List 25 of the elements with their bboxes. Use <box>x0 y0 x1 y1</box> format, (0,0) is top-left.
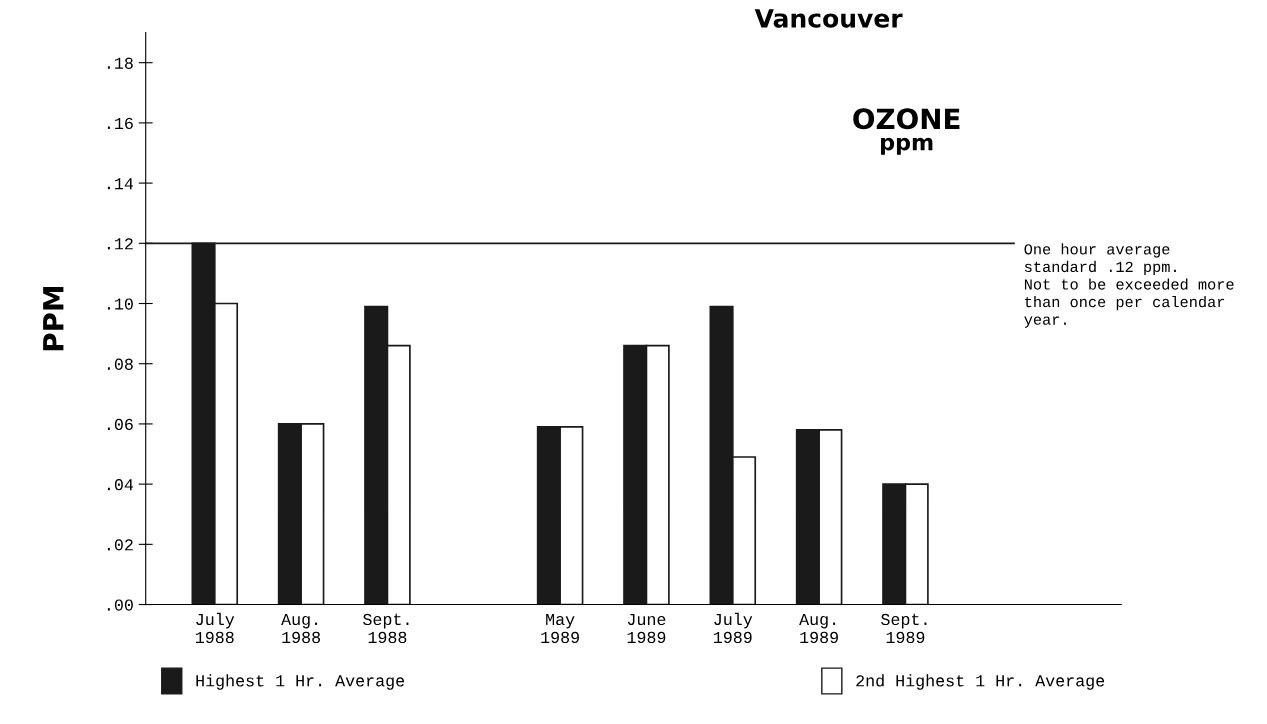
y-tick-label: .02 <box>107 539 133 551</box>
x-tick-label: July 1989 <box>713 612 753 644</box>
y-tick-label: .16 <box>107 117 133 130</box>
x-tick-label: Sept. 1989 <box>881 613 927 644</box>
y-tick-label: .18 <box>107 57 133 69</box>
legend-label: Highest 1 Hr. Average <box>196 674 405 690</box>
y-axis-title: PPM <box>43 286 64 351</box>
x-tick-label: May 1989 <box>541 613 579 644</box>
x-tick-label: June 1989 <box>627 613 666 644</box>
y-tick-label: .08 <box>107 358 133 370</box>
y-tick-label: .06 <box>107 418 133 431</box>
y-tick-label: .04 <box>107 479 134 491</box>
y-tick-label: .14 <box>107 178 134 190</box>
x-tick-label: Sept. 1988 <box>363 613 409 644</box>
x-tick-label: Aug. 1989 <box>799 613 838 644</box>
chart-title: Vancouver <box>754 9 903 28</box>
legend-label: 2nd Highest 1 Hr. Average <box>856 674 1105 690</box>
annotation: OZONE <box>853 108 960 130</box>
y-tick-label: .12 <box>107 238 133 250</box>
ref-line-label: One hour average standard .12 ppm. Not to be exceeded more than once per calendar year. <box>1024 243 1234 328</box>
annotation: ppm <box>881 137 933 155</box>
x-tick-label: July 1988 <box>195 612 235 644</box>
x-tick-label: Aug. 1988 <box>281 613 321 644</box>
y-tick-label: .10 <box>107 298 133 310</box>
y-tick-label: .00 <box>107 599 133 611</box>
